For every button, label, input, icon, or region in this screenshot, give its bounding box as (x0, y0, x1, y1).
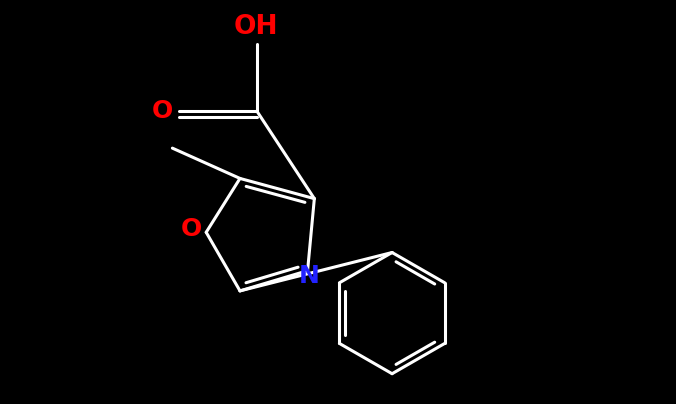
Text: O: O (180, 217, 202, 241)
Text: N: N (299, 264, 319, 288)
Text: O: O (151, 99, 173, 123)
Text: OH: OH (233, 14, 278, 40)
